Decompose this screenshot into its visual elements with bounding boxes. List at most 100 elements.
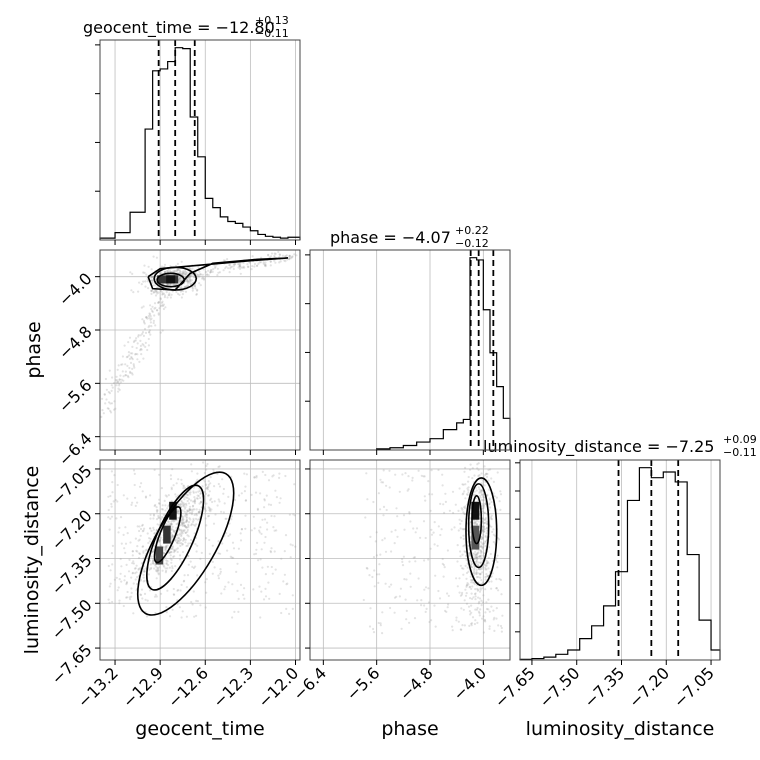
sample-point xyxy=(465,577,468,580)
sample-point xyxy=(485,522,489,526)
sample-point xyxy=(188,280,191,283)
sample-point xyxy=(479,573,482,576)
sample-point xyxy=(199,284,202,287)
sample-point xyxy=(130,289,133,292)
sample-point xyxy=(128,366,131,370)
sample-point xyxy=(191,603,194,606)
sample-point xyxy=(110,502,113,506)
sample-point xyxy=(184,538,187,541)
sample-point xyxy=(164,504,167,507)
sample-point xyxy=(479,561,482,564)
sample-point xyxy=(381,481,385,484)
sample-point xyxy=(148,527,152,530)
sample-point xyxy=(171,565,174,568)
sample-point xyxy=(496,554,499,557)
sample-point xyxy=(482,594,485,597)
sample-point xyxy=(181,504,184,507)
sample-point xyxy=(493,495,496,498)
sample-point xyxy=(175,290,178,294)
sample-point xyxy=(475,519,478,522)
sample-point xyxy=(189,560,192,563)
sample-point xyxy=(287,257,290,260)
sample-point xyxy=(475,489,478,492)
panel-geocent-time-vs-luminosity-distance xyxy=(99,459,301,661)
sample-point xyxy=(481,601,485,604)
sample-point xyxy=(475,560,478,563)
sample-point xyxy=(142,319,146,322)
sample-point xyxy=(180,523,183,526)
sample-point xyxy=(156,509,159,512)
sample-point xyxy=(143,264,146,267)
sample-point xyxy=(157,572,160,575)
sample-point xyxy=(454,503,457,506)
sample-point xyxy=(490,525,493,528)
sample-point xyxy=(185,526,188,529)
sample-point xyxy=(237,263,240,266)
sample-point xyxy=(485,568,488,571)
sample-point xyxy=(165,291,168,294)
sample-point xyxy=(488,625,491,628)
sample-point xyxy=(156,292,159,295)
sample-point xyxy=(209,271,212,274)
sample-point xyxy=(109,517,112,520)
sample-point xyxy=(170,551,173,554)
sample-point xyxy=(151,275,154,278)
sample-point xyxy=(139,347,142,351)
sample-point xyxy=(182,537,185,540)
sample-point xyxy=(161,329,164,332)
sample-point xyxy=(460,607,463,610)
sample-point xyxy=(482,554,485,557)
sample-point xyxy=(185,502,188,505)
sample-point xyxy=(255,474,258,478)
sample-point xyxy=(142,280,145,283)
sample-point xyxy=(156,510,159,513)
sample-point xyxy=(239,583,243,587)
sample-point xyxy=(174,519,177,522)
sample-point xyxy=(223,502,226,505)
sample-point xyxy=(173,555,176,558)
sample-point xyxy=(186,534,189,537)
sample-point xyxy=(469,578,473,582)
sample-point xyxy=(381,632,384,635)
sample-point xyxy=(206,273,209,276)
sample-point xyxy=(198,282,201,285)
sample-point xyxy=(126,374,129,377)
sample-point xyxy=(144,285,147,288)
sample-point xyxy=(480,545,483,548)
sample-point xyxy=(203,490,206,494)
sample-point xyxy=(182,518,185,521)
sample-point xyxy=(156,523,159,526)
sample-point xyxy=(203,471,206,475)
sample-point xyxy=(229,555,232,558)
sample-point xyxy=(185,504,188,507)
sample-point xyxy=(388,469,391,472)
sample-point xyxy=(368,625,372,628)
sample-point xyxy=(123,547,126,550)
sample-point xyxy=(101,409,104,412)
sample-point xyxy=(165,562,168,566)
sample-point xyxy=(196,494,199,497)
sample-point xyxy=(425,607,428,611)
sample-point xyxy=(186,278,189,282)
sample-point xyxy=(188,508,191,511)
sample-point xyxy=(205,270,208,274)
sample-point xyxy=(198,502,201,505)
sample-point xyxy=(259,616,262,619)
sample-point xyxy=(156,290,159,293)
sample-point xyxy=(179,589,182,592)
sample-point xyxy=(469,463,472,466)
sample-point xyxy=(199,491,203,495)
sample-point xyxy=(273,529,276,532)
sample-point xyxy=(482,615,485,618)
sample-point xyxy=(269,264,272,267)
sample-point xyxy=(446,606,449,609)
sample-point xyxy=(169,550,172,554)
sample-point xyxy=(378,563,381,566)
sample-point xyxy=(185,515,188,518)
sample-point xyxy=(487,567,490,570)
sample-point xyxy=(143,592,147,596)
sample-point xyxy=(184,520,187,524)
sample-point xyxy=(127,376,130,379)
sample-point xyxy=(481,582,484,585)
sample-point xyxy=(473,523,477,527)
